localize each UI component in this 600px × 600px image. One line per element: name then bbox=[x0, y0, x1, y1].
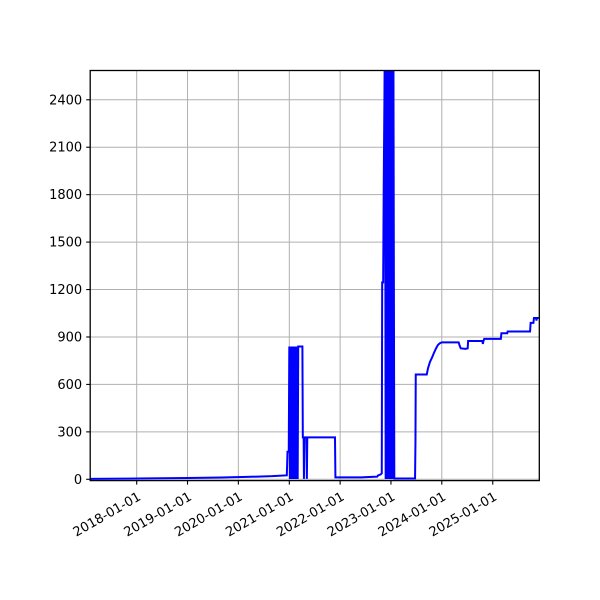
y-axis-tick-label: 300 bbox=[57, 425, 82, 440]
tick-marks bbox=[86, 99, 494, 485]
series-line bbox=[90, 70, 539, 480]
y-axis-tick-label: 900 bbox=[57, 330, 82, 345]
plot-area bbox=[90, 70, 540, 481]
y-axis-tick-label: 1200 bbox=[49, 283, 82, 298]
axes-border bbox=[89, 69, 540, 482]
y-axis-tick-label: 1800 bbox=[49, 188, 82, 203]
y-axis-tick-label: 1500 bbox=[49, 236, 82, 251]
y-axis-tick-label: 600 bbox=[57, 378, 82, 393]
y-axis-tick-label: 2400 bbox=[49, 93, 82, 108]
series-group bbox=[90, 70, 539, 480]
y-axis-tick-label: 0 bbox=[74, 473, 82, 488]
y-axis-tick-label: 2100 bbox=[49, 141, 82, 156]
